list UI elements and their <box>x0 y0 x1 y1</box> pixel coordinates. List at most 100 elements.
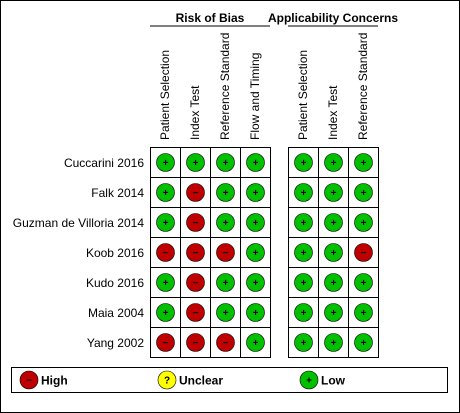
judgement-symbol: − <box>223 338 229 349</box>
judgement-low-dot <box>354 333 373 352</box>
judgement-low-dot <box>354 273 373 292</box>
judgement-low-dot <box>216 183 235 202</box>
domain-label: Patient Selection <box>158 50 172 140</box>
legend-symbol: + <box>306 376 312 387</box>
judgement-symbol: + <box>301 188 307 199</box>
judgement-low-dot <box>294 153 313 172</box>
legend-symbol: − <box>26 376 32 387</box>
judgement-low-dot <box>294 243 313 262</box>
domain-label: Index Test <box>326 85 340 140</box>
judgement-low-dot <box>156 213 175 232</box>
judgement-symbol: + <box>361 188 367 199</box>
judgement-symbol: − <box>193 278 199 289</box>
judgement-symbol: − <box>193 218 199 229</box>
legend-high-dot <box>19 370 39 390</box>
legend-symbol: ? <box>164 376 170 387</box>
judgement-symbol: + <box>331 278 337 289</box>
judgement-low-dot <box>246 213 265 232</box>
legend-unclear-dot <box>157 370 177 390</box>
judgement-symbol: + <box>163 278 169 289</box>
judgement-symbol: + <box>361 338 367 349</box>
judgement-low-dot <box>246 243 265 262</box>
study-label: Cuccarini 2016 <box>64 156 144 170</box>
judgement-low-dot <box>354 213 373 232</box>
domain-label: Reference Standard <box>356 33 370 140</box>
judgement-symbol: + <box>331 308 337 319</box>
legend-box <box>11 367 448 393</box>
judgement-symbol: + <box>253 158 259 169</box>
domain-label: Index Test <box>188 85 202 140</box>
judgement-low-dot <box>324 243 343 262</box>
judgement-low-dot <box>324 213 343 232</box>
judgement-high-dot <box>186 183 205 202</box>
judgement-symbol: + <box>301 218 307 229</box>
judgement-symbol: + <box>301 278 307 289</box>
judgement-symbol: + <box>331 248 337 259</box>
judgement-high-dot <box>216 333 235 352</box>
judgement-symbol: + <box>253 218 259 229</box>
judgement-low-dot <box>186 153 205 172</box>
judgement-low-dot <box>324 273 343 292</box>
judgement-symbol: + <box>163 308 169 319</box>
judgement-high-dot <box>186 273 205 292</box>
study-label: Guzman de Villoria 2014 <box>13 216 145 230</box>
judgement-low-dot <box>246 303 265 322</box>
judgement-symbol: − <box>163 248 169 259</box>
judgement-symbol: + <box>331 338 337 349</box>
judgement-symbol: + <box>331 188 337 199</box>
legend-low-dot <box>299 370 319 390</box>
judgement-low-dot <box>216 273 235 292</box>
study-label: Koob 2016 <box>86 246 144 260</box>
judgement-high-dot <box>186 303 205 322</box>
judgement-high-dot <box>156 333 175 352</box>
group-title: Applicability Concerns <box>268 11 398 25</box>
judgement-low-dot <box>354 153 373 172</box>
judgement-low-dot <box>216 153 235 172</box>
domain-label: Reference Standard <box>218 33 232 140</box>
judgement-low-dot <box>354 303 373 322</box>
judgement-low-dot <box>324 303 343 322</box>
study-label: Falk 2014 <box>91 186 144 200</box>
judgement-symbol: + <box>301 158 307 169</box>
judgement-symbol: + <box>193 158 199 169</box>
study-label: Yang 2002 <box>87 336 144 350</box>
judgement-low-dot <box>294 333 313 352</box>
judgement-symbol: − <box>193 338 199 349</box>
judgement-low-dot <box>324 333 343 352</box>
judgement-low-dot <box>246 153 265 172</box>
judgement-symbol: + <box>253 278 259 289</box>
judgement-symbol: + <box>361 278 367 289</box>
judgement-high-dot <box>186 243 205 262</box>
judgement-symbol: + <box>301 248 307 259</box>
domain-label: Flow and Timing <box>248 53 262 140</box>
judgement-symbol: + <box>253 308 259 319</box>
judgement-low-dot <box>246 273 265 292</box>
judgement-symbol: − <box>193 188 199 199</box>
judgement-high-dot <box>354 243 373 262</box>
judgement-symbol: + <box>223 158 229 169</box>
judgement-symbol: + <box>223 308 229 319</box>
judgement-low-dot <box>294 213 313 232</box>
judgement-symbol: + <box>331 218 337 229</box>
judgement-low-dot <box>354 183 373 202</box>
judgement-low-dot <box>216 303 235 322</box>
judgement-low-dot <box>324 183 343 202</box>
legend-unclear-label: Unclear <box>179 374 223 388</box>
judgement-low-dot <box>246 333 265 352</box>
judgement-symbol: − <box>163 338 169 349</box>
judgement-low-dot <box>216 213 235 232</box>
judgement-symbol: + <box>301 308 307 319</box>
judgement-high-dot <box>216 243 235 262</box>
group-title: Risk of Bias <box>176 11 245 25</box>
judgement-symbol: + <box>223 278 229 289</box>
legend-high-label: High <box>41 374 68 388</box>
judgement-symbol: + <box>163 158 169 169</box>
judgement-low-dot <box>294 303 313 322</box>
study-label: Kudo 2016 <box>86 276 144 290</box>
domain-label: Patient Selection <box>296 50 310 140</box>
grid-box <box>288 147 379 358</box>
judgement-low-dot <box>156 153 175 172</box>
judgement-symbol: + <box>361 158 367 169</box>
judgement-low-dot <box>294 183 313 202</box>
